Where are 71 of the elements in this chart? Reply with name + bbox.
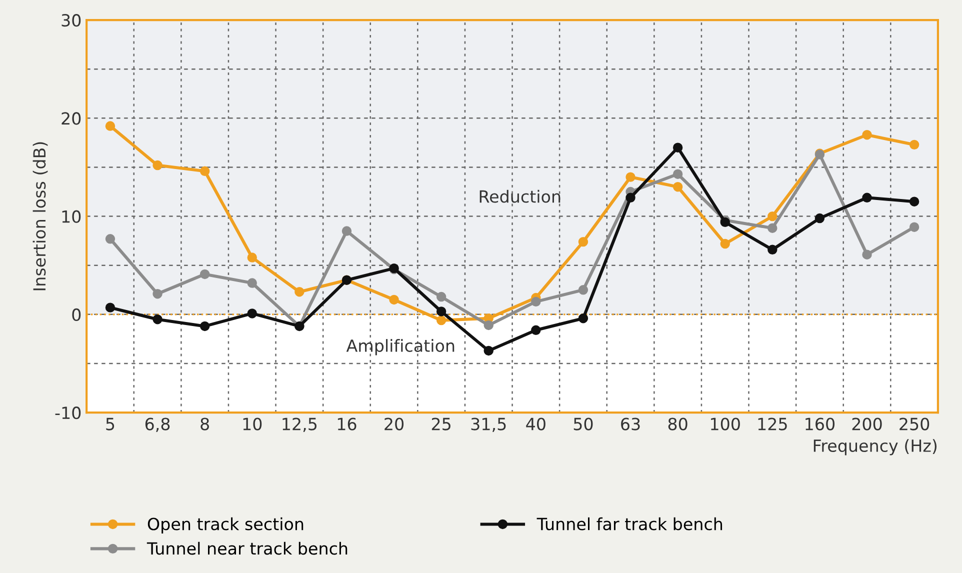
point <box>247 252 257 262</box>
point <box>768 244 778 255</box>
point <box>909 222 920 232</box>
x-tick-label: 8 <box>200 418 209 430</box>
point <box>247 308 257 318</box>
point <box>200 269 210 280</box>
x-tick-label: 20 <box>384 418 404 430</box>
x-tick-label: 80 <box>668 418 688 430</box>
point <box>672 142 683 152</box>
point <box>862 130 872 140</box>
x-tick-label: 31,5 <box>471 418 506 432</box>
point <box>484 320 494 330</box>
x-tick-label: 40 <box>526 418 546 430</box>
y-tick-label: 0 <box>72 308 81 322</box>
point <box>578 236 588 247</box>
x-tick-label: 6,8 <box>145 418 170 432</box>
legend-label: Tunnel near track bench <box>146 542 348 555</box>
x-tick-label: 63 <box>621 418 640 430</box>
point <box>768 211 778 222</box>
x-tick-label: 125 <box>758 418 787 430</box>
legend-label: Tunnel far track bench <box>536 517 722 530</box>
point <box>672 169 683 179</box>
point <box>626 172 636 182</box>
point <box>342 226 352 236</box>
point <box>294 287 304 297</box>
point <box>720 238 730 249</box>
y-tick-label: 30 <box>62 14 81 27</box>
point <box>909 196 920 206</box>
y-axis-title: Insertion loss (dB) <box>32 142 48 290</box>
point <box>105 302 116 312</box>
point <box>389 294 399 305</box>
x-tick-label: 10 <box>243 418 262 430</box>
y-tick-label: -10 <box>55 406 81 420</box>
x-axis-title: Frequency (Hz) <box>814 439 937 456</box>
x-tick-label: 200 <box>852 418 882 430</box>
x-tick-label: 160 <box>806 418 835 430</box>
point <box>436 315 446 326</box>
point <box>672 182 683 192</box>
point <box>531 296 541 307</box>
point <box>200 166 210 176</box>
point <box>862 192 872 203</box>
point <box>578 313 588 324</box>
point <box>578 285 588 295</box>
point <box>152 160 162 170</box>
point <box>152 288 162 299</box>
x-tick-label: 100 <box>711 418 740 430</box>
point <box>484 346 494 356</box>
y-tick-label: 20 <box>62 112 81 125</box>
y-tick-label: 10 <box>62 210 81 223</box>
annotation: Reduction <box>480 190 560 203</box>
point <box>531 325 541 335</box>
point <box>200 321 210 332</box>
point <box>626 192 636 203</box>
annotation: Amplification <box>346 339 454 356</box>
point <box>152 314 162 324</box>
point <box>909 140 920 150</box>
point <box>105 234 116 244</box>
point <box>247 278 257 288</box>
x-tick-label: 250 <box>900 418 930 430</box>
x-tick-label: 25 <box>432 418 450 430</box>
x-tick-label: 16 <box>338 418 356 430</box>
point <box>768 223 778 233</box>
point <box>862 250 872 260</box>
legend-label: Open track section <box>148 517 304 534</box>
x-tick-label: 12,5 <box>282 418 317 432</box>
x-tick-label: 50 <box>574 418 593 430</box>
x-tick-label: 5 <box>106 418 114 430</box>
point <box>105 121 116 131</box>
point <box>814 213 825 224</box>
point <box>436 306 446 316</box>
point <box>436 292 446 302</box>
